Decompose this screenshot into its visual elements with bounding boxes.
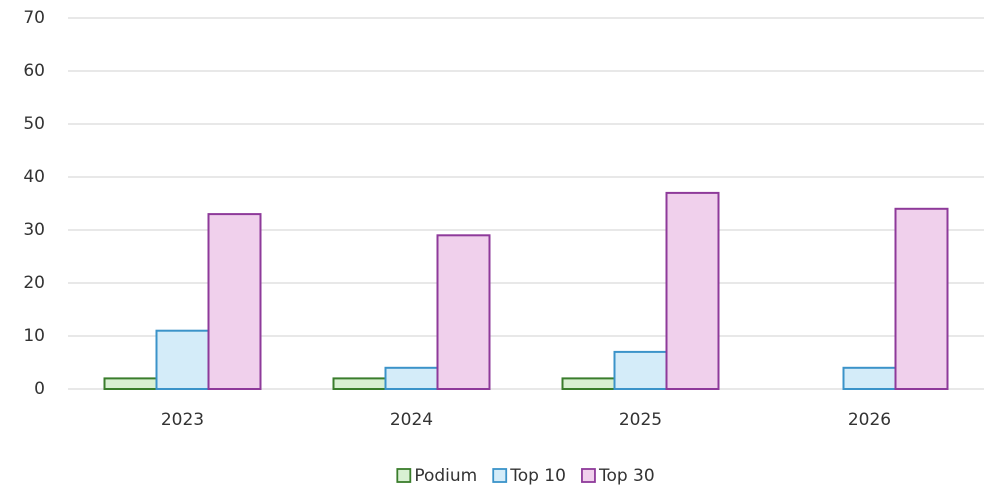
y-tick-label: 20	[23, 273, 45, 293]
x-tick-label: 2025	[619, 410, 662, 430]
legend-swatch	[581, 468, 596, 483]
y-tick-label: 10	[23, 326, 45, 346]
legend-label: Top 10	[509, 466, 566, 486]
legend-swatch	[492, 468, 508, 483]
bar	[613, 350, 668, 390]
y-tick-label: 70	[23, 8, 45, 28]
x-tick-label: 2023	[161, 410, 204, 430]
y-tick-label: 50	[23, 114, 45, 134]
bar	[332, 377, 387, 390]
bar	[384, 366, 439, 390]
legend-label: Podium	[414, 466, 477, 486]
bar	[103, 377, 158, 390]
legend-label: Top 30	[598, 466, 655, 486]
bar	[436, 234, 491, 390]
y-tick-label: 30	[23, 220, 45, 240]
y-tick-label: 40	[23, 167, 45, 187]
bar	[842, 366, 897, 390]
legend-swatch	[396, 468, 412, 483]
x-tick-label: 2024	[390, 410, 433, 430]
y-tick-label: 60	[23, 61, 45, 81]
y-tick-label: 0	[34, 379, 45, 399]
bar	[561, 377, 616, 390]
bar	[665, 191, 720, 390]
bar	[207, 213, 262, 390]
bar	[894, 207, 949, 390]
x-tick-label: 2026	[848, 410, 891, 430]
bar	[155, 329, 210, 391]
